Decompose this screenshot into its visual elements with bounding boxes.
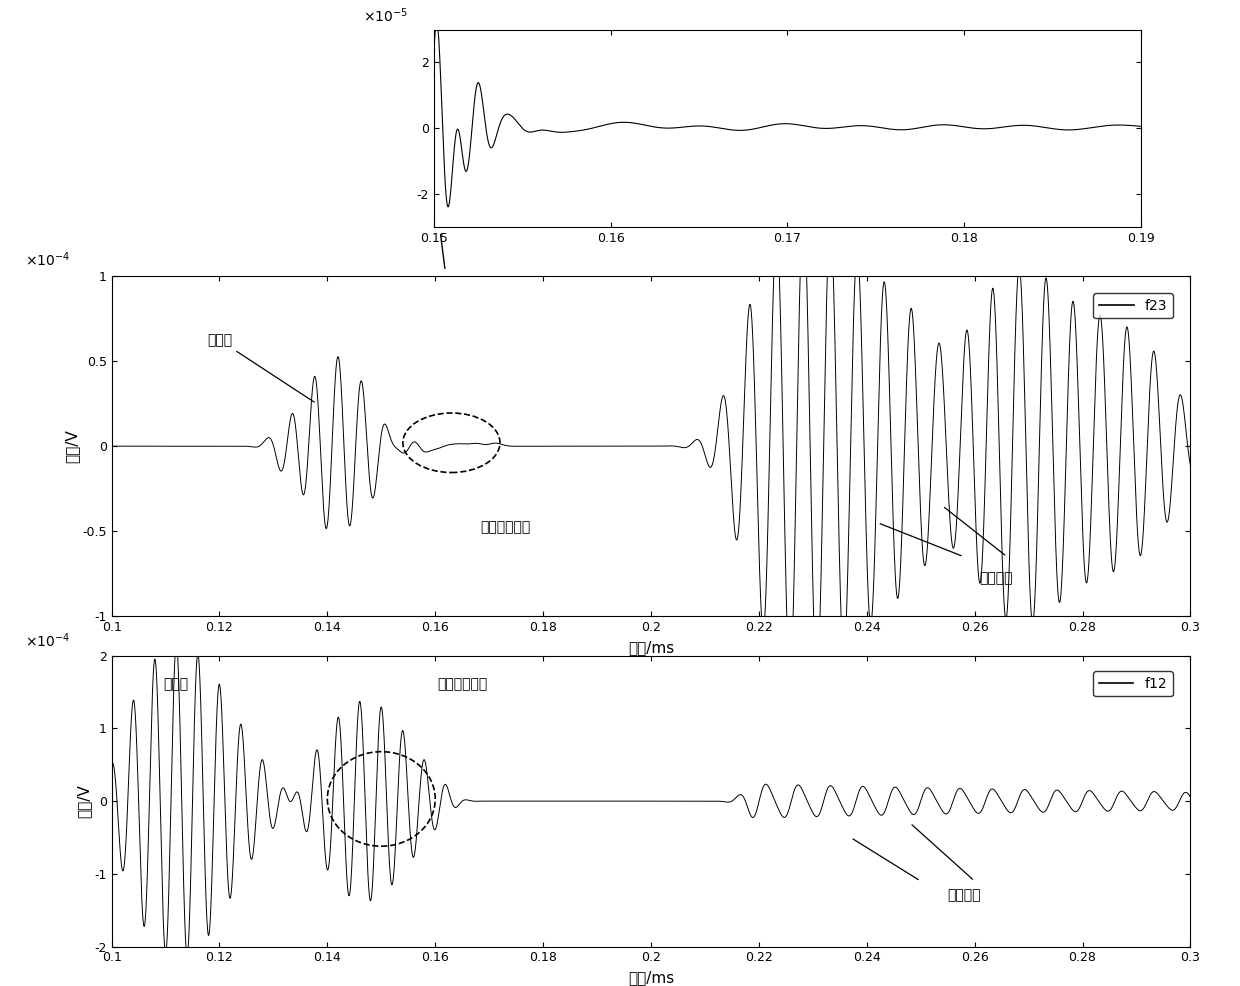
Text: 边界反射: 边界反射 xyxy=(947,888,981,902)
Text: 损伤散射信号: 损伤散射信号 xyxy=(436,677,487,691)
Text: $\times 10^{-4}$: $\times 10^{-4}$ xyxy=(25,250,71,269)
Y-axis label: 电压/V: 电压/V xyxy=(64,429,79,463)
Legend: f23: f23 xyxy=(1094,293,1173,318)
Text: $\times 10^{-4}$: $\times 10^{-4}$ xyxy=(25,631,71,650)
Y-axis label: 电压/V: 电压/V xyxy=(77,784,92,818)
Legend: f12: f12 xyxy=(1094,671,1173,696)
Text: 损伤散射信号: 损伤散射信号 xyxy=(480,521,531,534)
X-axis label: 时间/ms: 时间/ms xyxy=(627,640,675,655)
X-axis label: 时间/ms: 时间/ms xyxy=(627,970,675,985)
Text: $\times 10^{-5}$: $\times 10^{-5}$ xyxy=(363,6,408,25)
Text: 边界反射: 边界反射 xyxy=(980,571,1013,586)
Text: 直达波: 直达波 xyxy=(164,677,188,691)
Text: 直达波: 直达波 xyxy=(207,333,314,402)
